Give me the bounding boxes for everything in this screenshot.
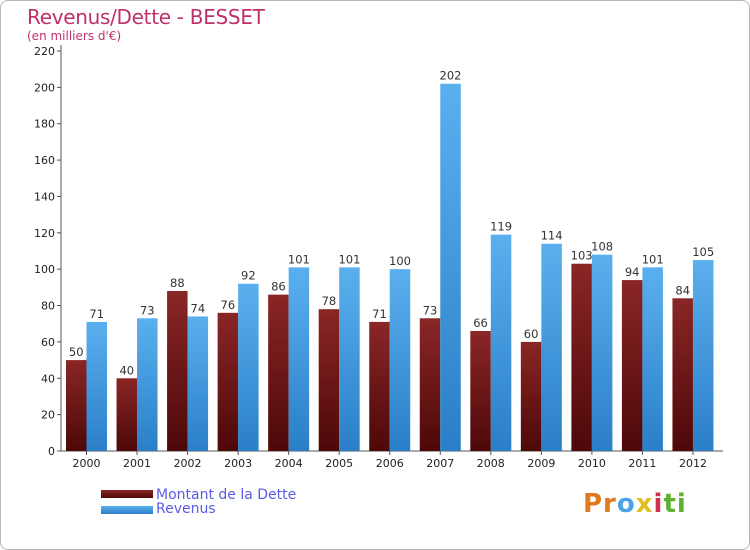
y-tick-label: 220 bbox=[34, 45, 55, 58]
x-tick-label: 2011 bbox=[628, 457, 656, 470]
y-axis: 0 20 40 60 80 100 120 140 160 180 200 220 bbox=[34, 45, 62, 458]
x-tick-label: 2004 bbox=[275, 457, 303, 470]
x-axis: 2000 2001 2002 2003 2004 2005 2006 2007 2008 2009… bbox=[61, 450, 723, 470]
logo-part-3: x bbox=[635, 489, 654, 519]
logo-part-1: Pr bbox=[583, 489, 617, 519]
bar-dette bbox=[520, 341, 542, 451]
y-tick-label: 80 bbox=[41, 300, 55, 313]
bar-revenus bbox=[692, 260, 714, 451]
bar-revenus bbox=[591, 254, 613, 451]
x-tick-label: 2003 bbox=[224, 457, 252, 470]
bar-dette bbox=[419, 318, 441, 451]
y-tick-label: 0 bbox=[48, 445, 55, 458]
bar-revenus bbox=[541, 243, 562, 451]
bar-dette bbox=[318, 309, 340, 451]
bar-revenus bbox=[137, 318, 158, 451]
y-tick-label: 140 bbox=[34, 190, 55, 203]
y-tick-label: 40 bbox=[41, 372, 55, 385]
bar-revenus bbox=[440, 83, 461, 452]
bar-revenus bbox=[86, 321, 107, 451]
legend-swatch-debt bbox=[101, 490, 153, 498]
data-label-revenus: 108 bbox=[591, 240, 613, 254]
x-tick-label: 2002 bbox=[174, 457, 202, 470]
proxiti-logo: Proxiti bbox=[583, 489, 687, 519]
legend-swatch-revenus bbox=[101, 506, 153, 514]
y-tick-label: 20 bbox=[41, 409, 55, 422]
x-tick-label: 2009 bbox=[527, 457, 555, 470]
data-label-revenus: 119 bbox=[490, 220, 512, 234]
data-label-dette: 71 bbox=[372, 307, 387, 321]
data-label-dette: 66 bbox=[473, 316, 488, 330]
x-tick-label: 2001 bbox=[123, 457, 151, 470]
bar-dette bbox=[268, 294, 289, 451]
data-label-dette: 86 bbox=[271, 280, 286, 294]
x-tick-label: 2000 bbox=[73, 457, 101, 470]
bar-revenus bbox=[339, 267, 360, 451]
data-label-dette: 94 bbox=[625, 265, 640, 279]
logo-part-5: ti bbox=[663, 489, 687, 519]
data-label-revenus: 101 bbox=[338, 252, 360, 266]
bar-dette bbox=[571, 263, 592, 451]
logo-part-4: i bbox=[653, 489, 664, 519]
bar-dette bbox=[672, 298, 693, 451]
data-label-dette: 84 bbox=[675, 283, 690, 297]
data-label-revenus: 92 bbox=[241, 269, 256, 283]
y-tick-label: 120 bbox=[34, 227, 55, 240]
data-label-dette: 88 bbox=[170, 276, 185, 290]
data-label-dette: 103 bbox=[571, 249, 593, 263]
x-tick-label: 2005 bbox=[325, 457, 353, 470]
bars bbox=[66, 83, 714, 452]
bar-revenus bbox=[238, 283, 259, 451]
x-tick-label: 2006 bbox=[376, 457, 404, 470]
bar-revenus bbox=[490, 234, 512, 451]
data-label-dette: 78 bbox=[322, 294, 337, 308]
data-label-revenus: 114 bbox=[541, 229, 563, 243]
data-label-dette: 40 bbox=[119, 363, 134, 377]
y-tick-label: 60 bbox=[41, 336, 55, 349]
data-label-revenus: 105 bbox=[692, 245, 714, 259]
chart-subtitle: (en milliers d'€) bbox=[27, 29, 122, 43]
x-tick-label: 2007 bbox=[426, 457, 454, 470]
bar-dette bbox=[217, 312, 239, 451]
bar-dette bbox=[66, 360, 87, 451]
x-tick-label: 2010 bbox=[578, 457, 606, 470]
bar-dette bbox=[470, 331, 491, 451]
data-label-revenus: 101 bbox=[288, 252, 310, 266]
y-tick-label: 180 bbox=[34, 118, 55, 131]
data-label-revenus: 202 bbox=[440, 69, 462, 83]
y-tick-label: 160 bbox=[34, 154, 55, 167]
x-tick-label: 2012 bbox=[679, 457, 707, 470]
data-label-revenus: 101 bbox=[642, 252, 664, 266]
chart-title: Revenus/Dette - BESSET bbox=[27, 5, 265, 29]
legend-label-debt: Montant de la Dette bbox=[156, 487, 297, 503]
bar-dette bbox=[116, 378, 138, 451]
bar-revenus bbox=[642, 267, 663, 451]
data-label-revenus: 100 bbox=[389, 254, 411, 268]
bar-dette bbox=[167, 291, 188, 451]
data-label-revenus: 71 bbox=[89, 307, 104, 321]
logo-part-2: o bbox=[616, 489, 636, 519]
data-label-revenus: 73 bbox=[140, 303, 155, 317]
bar-revenus bbox=[288, 267, 310, 451]
bar-dette bbox=[369, 321, 390, 451]
x-tick-label: 2008 bbox=[477, 457, 505, 470]
data-label-dette: 73 bbox=[423, 303, 438, 317]
bar-dette bbox=[621, 280, 643, 451]
bar-revenus bbox=[389, 269, 411, 451]
bar-revenus bbox=[187, 316, 209, 451]
data-label-revenus: 74 bbox=[191, 301, 206, 315]
legend-label-revenus: Revenus bbox=[156, 501, 216, 517]
data-label-dette: 50 bbox=[69, 345, 84, 359]
data-label-dette: 76 bbox=[221, 298, 236, 312]
y-tick-label: 100 bbox=[34, 263, 55, 276]
data-label-dette: 60 bbox=[524, 327, 539, 341]
y-tick-label: 200 bbox=[34, 81, 55, 94]
